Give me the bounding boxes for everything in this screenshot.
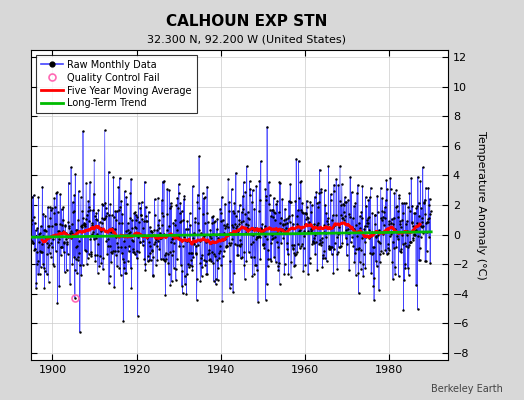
Legend: Raw Monthly Data, Quality Control Fail, Five Year Moving Average, Long-Term Tren: Raw Monthly Data, Quality Control Fail, … — [36, 55, 197, 113]
Text: Berkeley Earth: Berkeley Earth — [431, 384, 503, 394]
Text: CALHOUN EXP STN: CALHOUN EXP STN — [166, 14, 327, 29]
Y-axis label: Temperature Anomaly (°C): Temperature Anomaly (°C) — [476, 131, 486, 279]
Text: 32.300 N, 92.200 W (United States): 32.300 N, 92.200 W (United States) — [147, 34, 346, 44]
